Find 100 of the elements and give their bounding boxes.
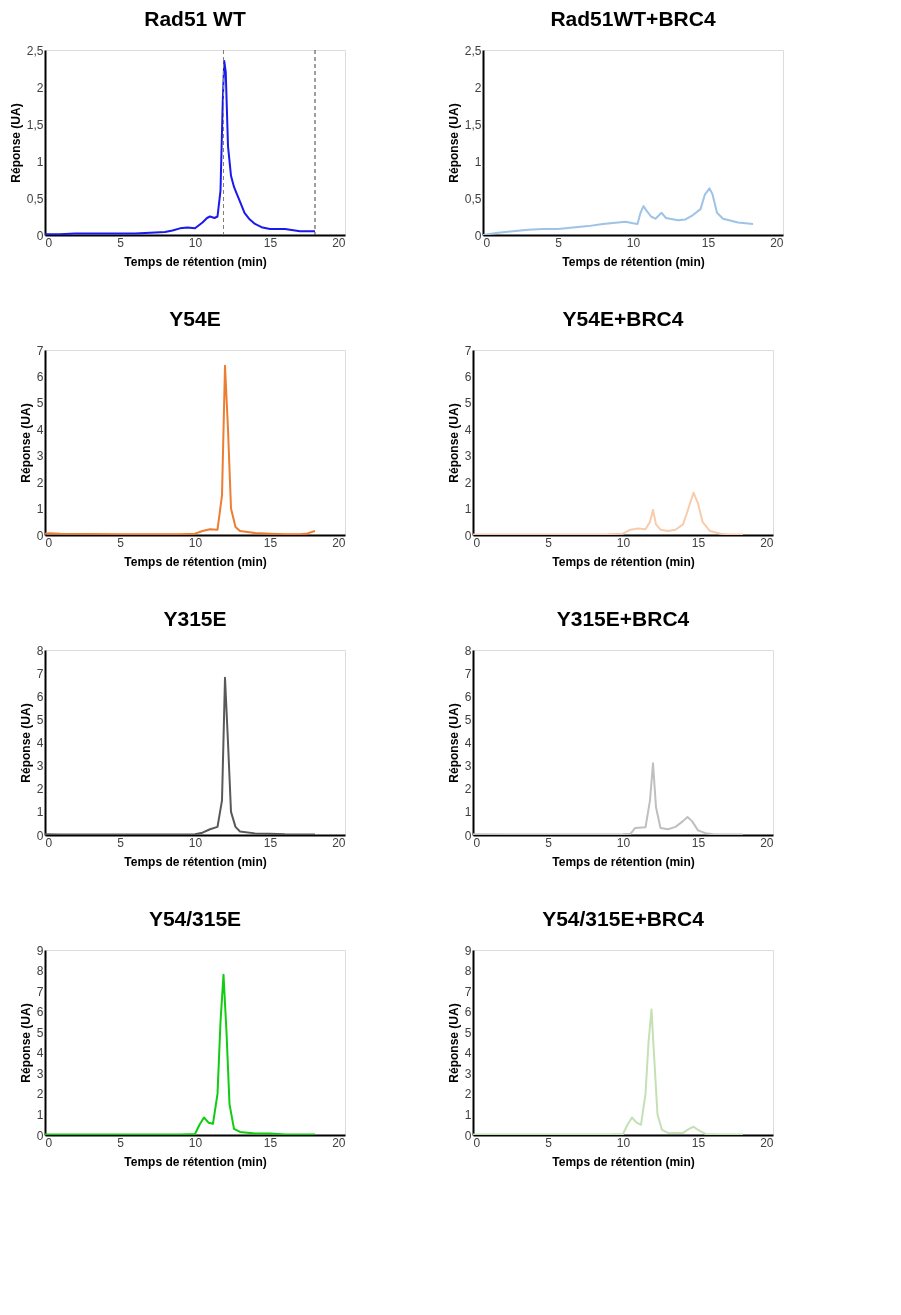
- y-tick-label: 2: [464, 782, 472, 797]
- y-axis-title: Réponse (UA): [18, 1003, 33, 1083]
- x-tick-label: 5: [117, 1135, 125, 1150]
- y-tick-label: 6: [464, 1005, 472, 1020]
- x-axis-title: Temps de rétention (min): [124, 854, 267, 869]
- x-tick-label: 10: [616, 1135, 631, 1150]
- y-tick-label: 5: [36, 712, 44, 727]
- y-tick-label: 7: [464, 984, 472, 999]
- y-tick-label: 4: [36, 422, 44, 437]
- x-tick-label: 5: [545, 835, 553, 850]
- y-tick-label: 9: [464, 943, 472, 958]
- y-tick-label: 2,5: [464, 43, 482, 58]
- y-tick-label: 1: [464, 502, 472, 517]
- x-tick-label: 10: [626, 235, 641, 250]
- x-tick-label: 10: [188, 1135, 203, 1150]
- y-tick-label: 1: [36, 502, 44, 517]
- y-tick-label: 2,5: [26, 43, 44, 58]
- y-tick-label: 7: [36, 343, 44, 358]
- line-series: [45, 676, 316, 835]
- x-axis-title: Temps de rétention (min): [124, 554, 267, 569]
- x-tick-label: 5: [117, 835, 125, 850]
- x-tick-label: 20: [760, 535, 774, 550]
- line-series: [45, 60, 316, 235]
- x-tick-label: 5: [545, 1135, 553, 1150]
- y-tick-label: 4: [36, 736, 44, 750]
- y-tick-label: 5: [36, 396, 44, 411]
- x-tick-label: 5: [117, 235, 125, 250]
- y-tick-label: 4: [36, 1046, 44, 1061]
- x-tick-label: 15: [691, 1135, 706, 1150]
- y-tick-label: 3: [464, 449, 472, 464]
- x-tick-label: 5: [117, 535, 125, 550]
- y-tick-label: 1,5: [26, 117, 44, 132]
- chart-title: Y315E+BRC4: [556, 607, 690, 630]
- y-tick-label: 3: [36, 1066, 44, 1081]
- x-axis-title: Temps de rétention (min): [124, 254, 267, 269]
- line-series: [473, 491, 744, 535]
- y-tick-label: 6: [464, 689, 472, 704]
- x-tick-label: 20: [332, 235, 346, 250]
- y-tick-label: 5: [36, 1025, 44, 1040]
- y-tick-label: 1: [464, 1107, 472, 1122]
- y-tick-label: 3: [464, 759, 472, 774]
- y-tick-label: 7: [36, 666, 44, 681]
- x-tick-label: 10: [616, 835, 631, 850]
- y-axis-title: Réponse (UA): [18, 403, 33, 483]
- y-tick-label: 6: [36, 1005, 44, 1020]
- y-tick-label: 6: [36, 689, 44, 704]
- y-tick-label: 6: [464, 369, 472, 384]
- y-tick-label: 2: [36, 782, 44, 797]
- x-tick-label: 10: [188, 835, 203, 850]
- y-tick-label: 3: [464, 1066, 472, 1081]
- x-tick-label: 20: [770, 235, 784, 250]
- y-tick-label: 2: [36, 475, 44, 490]
- line-series: [473, 1008, 744, 1135]
- y-tick-label: 3: [36, 759, 44, 774]
- y-tick-label: 1: [36, 805, 44, 820]
- y-tick-label: 2: [36, 1087, 44, 1102]
- x-tick-label: 15: [263, 835, 278, 850]
- x-tick-label: 15: [691, 835, 706, 850]
- chart-title: Y54E: [169, 307, 221, 330]
- y-axis-title: Réponse (UA): [446, 103, 461, 183]
- x-tick-label: 10: [188, 235, 203, 250]
- chart-title: Y54E+BRC4: [562, 307, 684, 330]
- x-axis-title: Temps de rétention (min): [124, 1154, 267, 1169]
- y-tick-label: 9: [36, 943, 44, 958]
- line-series: [473, 762, 744, 835]
- x-tick-label: 5: [545, 535, 553, 550]
- y-tick-label: 1: [464, 805, 472, 820]
- y-tick-label: 8: [464, 643, 472, 658]
- x-tick-label: 15: [263, 1135, 278, 1150]
- x-tick-label: 15: [263, 535, 278, 550]
- x-tick-label: 15: [701, 235, 716, 250]
- y-tick-label: 1,5: [464, 117, 482, 132]
- y-tick-label: 4: [464, 422, 472, 437]
- line-series: [483, 187, 754, 235]
- x-tick-label: 20: [332, 835, 346, 850]
- x-axis-title: Temps de rétention (min): [562, 254, 705, 269]
- y-axis-title: Réponse (UA): [446, 1003, 461, 1083]
- chart-title: Rad51 WT: [144, 7, 246, 30]
- y-tick-label: 5: [464, 1025, 472, 1040]
- x-axis-title: Temps de rétention (min): [552, 1154, 695, 1169]
- y-tick-label: 5: [464, 396, 472, 411]
- y-tick-label: 4: [464, 1046, 472, 1061]
- x-tick-label: 20: [760, 835, 774, 850]
- x-axis-title: Temps de rétention (min): [552, 554, 695, 569]
- y-tick-label: 5: [464, 712, 472, 727]
- y-axis-title: Réponse (UA): [8, 103, 23, 183]
- y-tick-label: 3: [36, 449, 44, 464]
- x-tick-label: 20: [760, 1135, 774, 1150]
- y-tick-label: 8: [36, 964, 44, 979]
- x-tick-label: 20: [332, 1135, 346, 1150]
- y-tick-label: 7: [36, 984, 44, 999]
- y-tick-label: 0,5: [464, 191, 482, 206]
- y-tick-label: 1: [36, 154, 44, 169]
- chart-title: Y315E: [163, 607, 227, 630]
- y-tick-label: 1: [36, 1107, 44, 1122]
- y-tick-label: 8: [464, 964, 472, 979]
- x-tick-label: 20: [332, 535, 346, 550]
- y-tick-label: 6: [36, 369, 44, 384]
- y-axis-title: Réponse (UA): [446, 703, 461, 783]
- y-tick-label: 2: [464, 1087, 472, 1102]
